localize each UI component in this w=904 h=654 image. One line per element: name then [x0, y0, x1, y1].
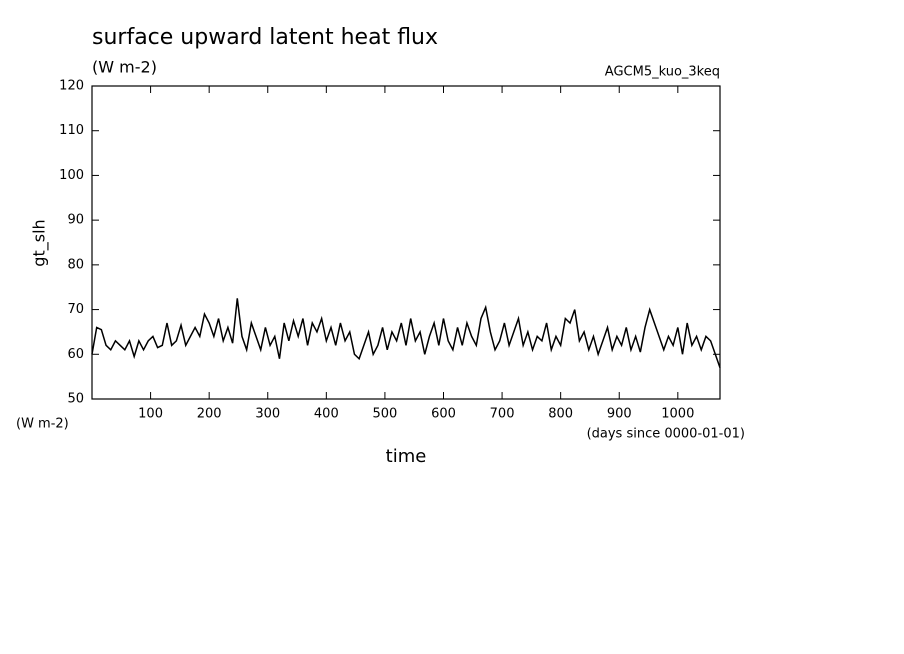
y-tick-label: 80 [67, 257, 84, 272]
subtitle: (W m-2) [92, 58, 157, 77]
y-tick-label: 120 [59, 79, 84, 94]
y-tick-label: 110 [59, 123, 84, 138]
y-tick-label: 70 [67, 302, 84, 317]
y-tick-label: 60 [67, 347, 84, 362]
y-units: (W m-2) [16, 417, 69, 432]
annotation: AGCM5_kuo_3keq [605, 65, 720, 80]
chart-title: surface upward latent heat flux [92, 25, 438, 50]
x-tick-label: 900 [607, 407, 632, 422]
x-tick-label: 300 [255, 407, 280, 422]
x-tick-label: 600 [431, 407, 456, 422]
y-tick-label: 100 [59, 168, 84, 183]
x-axis-label: time [386, 446, 427, 467]
y-tick-label: 50 [67, 392, 84, 407]
y-tick-label: 90 [67, 213, 84, 228]
x-tick-label: 1000 [661, 407, 694, 422]
x-tick-label: 200 [197, 407, 222, 422]
x-tick-label: 100 [138, 407, 163, 422]
x-tick-label: 500 [372, 407, 397, 422]
data-line [91, 298, 721, 368]
y-axis-label: gt_slh [30, 219, 50, 266]
x-tick-label: 400 [314, 407, 339, 422]
x-units: (days since 0000-01-01) [587, 427, 745, 442]
x-tick-label: 700 [490, 407, 515, 422]
plot-frame [91, 85, 721, 400]
x-tick-label: 800 [548, 407, 573, 422]
